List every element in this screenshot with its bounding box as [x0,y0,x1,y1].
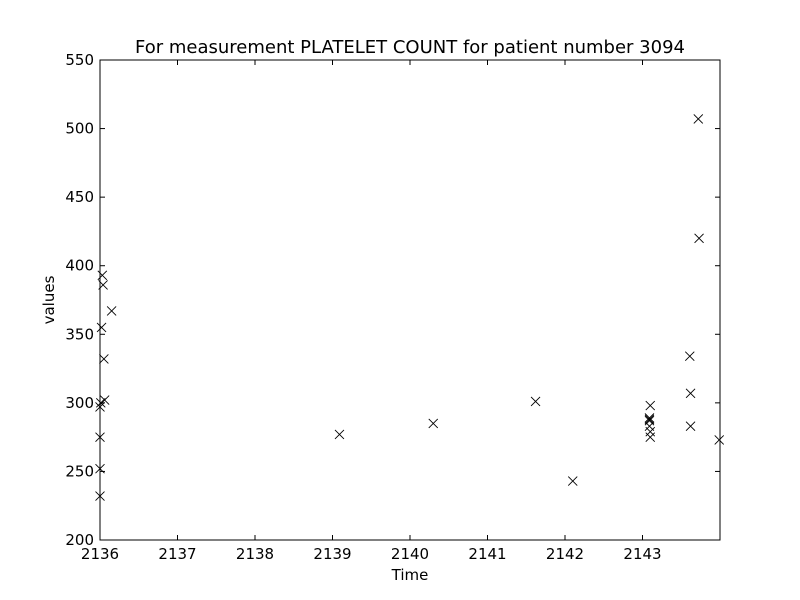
data-point [685,388,696,399]
x-tick-label: 2138 [236,545,274,563]
y-axis-label: values [40,275,58,324]
data-point [644,413,655,423]
data-point [714,435,725,445]
data-point [106,306,117,316]
y-tick-label: 350 [65,325,94,343]
x-tick-label: 2142 [546,545,584,563]
data-point [567,476,578,486]
data-point [645,400,656,411]
y-tick-label: 500 [65,120,94,138]
data-point [428,418,439,429]
x-axis-label: Time [391,566,429,584]
data-point [694,233,704,244]
data-point [530,396,541,407]
data-point [97,270,108,281]
y-tick-label: 250 [65,462,94,480]
y-tick-label: 400 [65,257,94,275]
data-point [99,395,110,405]
axis-ticks: 2136 2137 2138 2139 2140 2141 2142 2143 200 250 30… [65,51,720,563]
y-tick-label: 450 [65,188,94,206]
x-tick-label: 2139 [313,545,351,563]
data-point [693,114,704,124]
data-point [96,322,107,333]
data-points [95,114,725,501]
data-point [645,432,656,442]
x-tick-label: 2141 [468,545,506,563]
plot-frame [99,59,721,541]
data-point [684,351,695,362]
y-tick-label: 550 [65,51,94,69]
data-point [685,421,696,431]
x-tick-label: 2143 [623,545,661,563]
x-tick-label: 2137 [158,545,196,563]
data-point [644,414,655,425]
x-tick-label: 2140 [391,545,429,563]
data-point [645,426,656,437]
data-point [334,429,345,440]
chart-title: For measurement PLATELET COUNT for patie… [135,37,685,58]
data-point [99,354,109,364]
y-tick-label: 300 [65,394,94,412]
x-tick-label: 2136 [81,545,119,563]
y-tick-label: 200 [65,531,94,549]
